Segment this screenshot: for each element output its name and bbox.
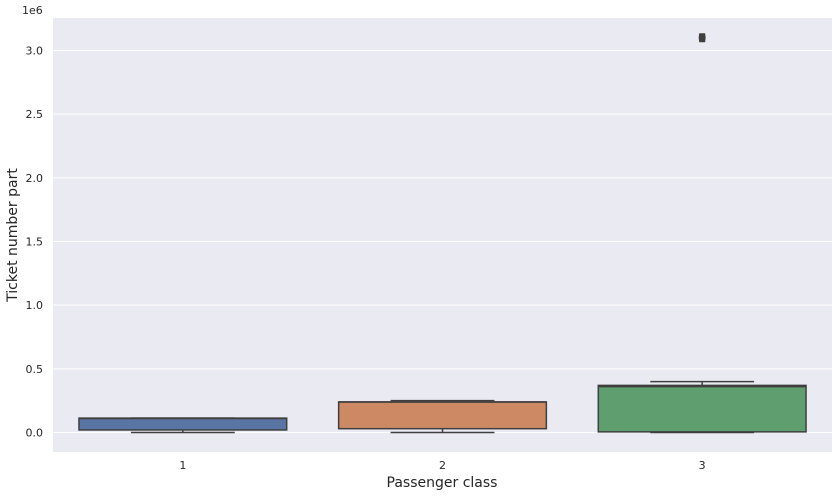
x-tick-labels: 1 2 3 xyxy=(179,459,705,472)
y-tick-label: 1.0 xyxy=(26,299,44,312)
boxes xyxy=(78,33,807,434)
box-2 xyxy=(337,399,548,434)
y-tick-label: 3.0 xyxy=(26,45,44,58)
x-tick-label: 3 xyxy=(699,459,706,472)
y-tick-label: 0.5 xyxy=(26,363,44,376)
y-tick-labels: 0.0 0.5 1.0 1.5 2.0 2.5 3.0 xyxy=(26,45,44,440)
y-tick-label: 2.5 xyxy=(26,108,44,121)
plot-background xyxy=(53,18,832,452)
y-tick-label: 1.5 xyxy=(26,236,44,249)
box-body xyxy=(78,417,288,431)
y-axis-label: Ticket number part xyxy=(5,168,21,303)
x-tick-label: 2 xyxy=(439,459,446,472)
box-3 xyxy=(597,33,807,434)
y-offset-label: 1e6 xyxy=(22,4,43,17)
box-body xyxy=(597,384,807,433)
box-1 xyxy=(78,417,288,434)
box-body xyxy=(337,401,548,430)
y-tick-label: 2.0 xyxy=(26,172,44,185)
y-tick-label: 0.0 xyxy=(26,427,44,440)
outlier-point xyxy=(698,33,706,43)
x-tick-label: 1 xyxy=(179,459,186,472)
x-axis-label: Passenger class xyxy=(387,475,498,491)
